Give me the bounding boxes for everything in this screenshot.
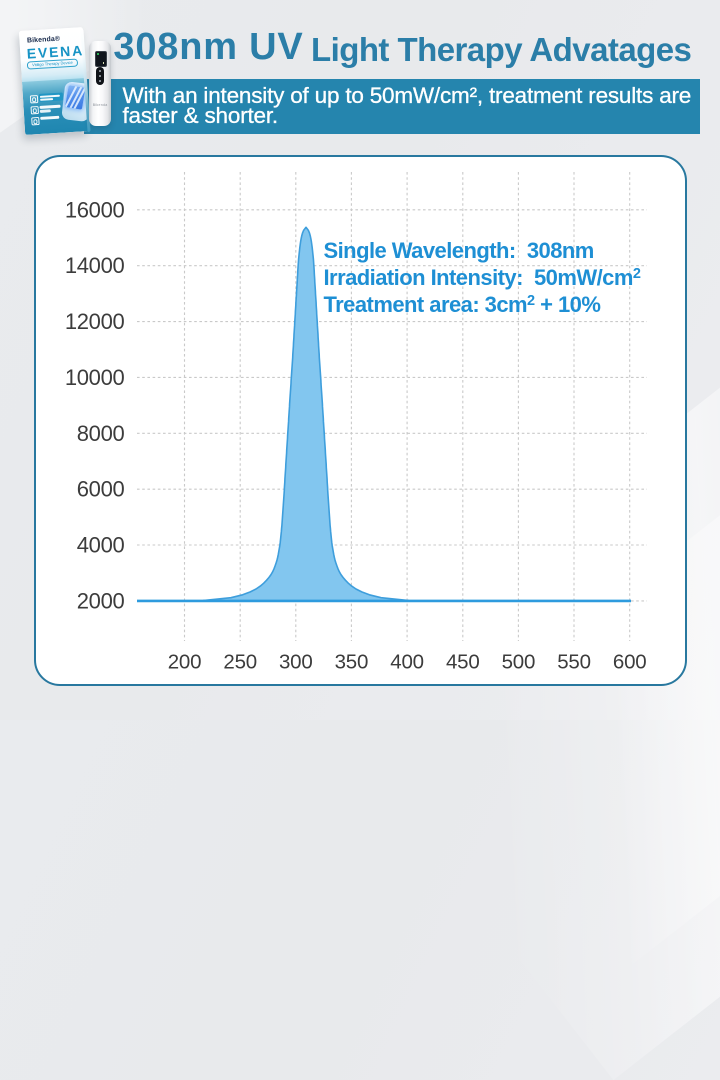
svg-text:450: 450 [446, 651, 480, 674]
svg-text:10000: 10000 [65, 365, 125, 390]
svg-text:500: 500 [502, 651, 536, 674]
svg-text:6000: 6000 [77, 477, 125, 502]
svg-text:12000: 12000 [65, 309, 125, 334]
svg-text:14000: 14000 [65, 253, 125, 278]
svg-text:300: 300 [279, 651, 313, 674]
svg-text:250: 250 [223, 651, 257, 674]
svg-text:4000: 4000 [77, 533, 125, 558]
svg-text:16000: 16000 [65, 197, 125, 222]
svg-text:2000: 2000 [77, 588, 125, 613]
svg-text:200: 200 [168, 651, 202, 674]
svg-text:550: 550 [557, 651, 591, 674]
svg-text:8000: 8000 [77, 421, 125, 446]
svg-text:350: 350 [335, 651, 369, 674]
svg-text:400: 400 [390, 651, 424, 674]
svg-text:600: 600 [613, 651, 647, 674]
